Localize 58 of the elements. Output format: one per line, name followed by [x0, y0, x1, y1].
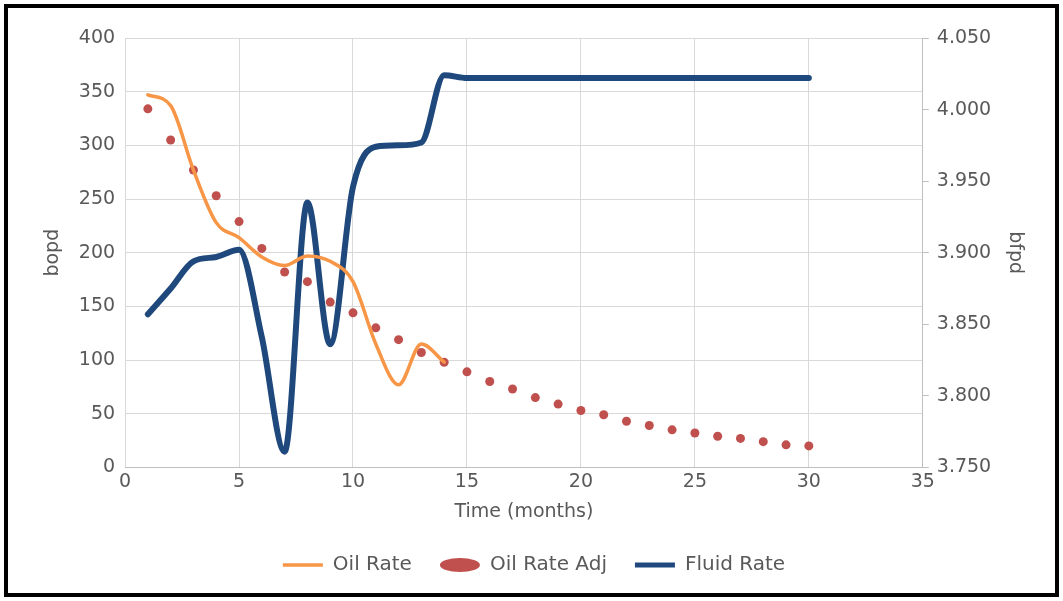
- y-tick-label: 0: [102, 454, 116, 477]
- y-tick-label: 50: [90, 400, 116, 423]
- point: [325, 297, 335, 307]
- point: [302, 277, 312, 287]
- point: [690, 428, 700, 438]
- point: [462, 367, 472, 377]
- point: [348, 308, 358, 318]
- point: [485, 377, 495, 387]
- y-tick-label: 300: [78, 132, 116, 155]
- point: [576, 406, 586, 415]
- point: [644, 421, 654, 431]
- y-tick-label: 100: [78, 346, 116, 369]
- point: [211, 191, 221, 201]
- x-tick-label: 20: [568, 468, 594, 491]
- point: [804, 441, 814, 451]
- y-tick-label: 400: [78, 24, 116, 47]
- point: [622, 416, 631, 426]
- y2-tick-label: 3.750: [936, 454, 992, 477]
- x-tick-label: 0: [119, 468, 132, 491]
- y-tick-label: 350: [78, 78, 116, 101]
- y2-tick-label: 3.800: [936, 382, 992, 405]
- point: [416, 348, 426, 358]
- y-axis-title: bopd: [40, 228, 63, 277]
- y2-tick-label: 3.850: [936, 311, 992, 334]
- legend-label: Oil Rate Adj: [489, 551, 607, 576]
- x-axis-title: Time (months): [453, 498, 594, 521]
- x-tick-label: 15: [454, 468, 480, 491]
- y-tick-label: 250: [78, 185, 116, 208]
- y-tick-label: 200: [78, 239, 116, 262]
- point: [394, 335, 404, 345]
- point: [781, 440, 791, 450]
- point: [713, 431, 723, 441]
- point: [166, 135, 176, 145]
- x-tick-label: 5: [232, 468, 246, 491]
- legend-label: Oil Rate: [332, 551, 412, 576]
- point: [599, 410, 609, 420]
- y2-axis-title: bfpd: [1005, 231, 1028, 275]
- point: [530, 393, 540, 403]
- point: [143, 104, 153, 114]
- x-tick-label: 30: [796, 468, 821, 491]
- legend-label: Fluid Rate: [684, 551, 786, 576]
- y2-tick-label: 4.000: [936, 96, 992, 119]
- point: [257, 243, 267, 253]
- point: [508, 384, 518, 394]
- x-tick-label: 35: [910, 468, 935, 491]
- x-tick-label: 10: [340, 468, 366, 491]
- point: [667, 425, 677, 435]
- point: [234, 217, 244, 227]
- point: [280, 267, 290, 277]
- y-tick-label: 150: [78, 293, 116, 316]
- y2-tick-label: 3.950: [936, 168, 992, 191]
- x-tick-label: 25: [682, 468, 707, 491]
- point: [371, 323, 381, 333]
- point: [735, 433, 745, 443]
- y2-tick-label: 4.050: [936, 24, 992, 47]
- point: [758, 437, 768, 447]
- point: [553, 399, 563, 409]
- y2-tick-label: 3.900: [936, 239, 992, 262]
